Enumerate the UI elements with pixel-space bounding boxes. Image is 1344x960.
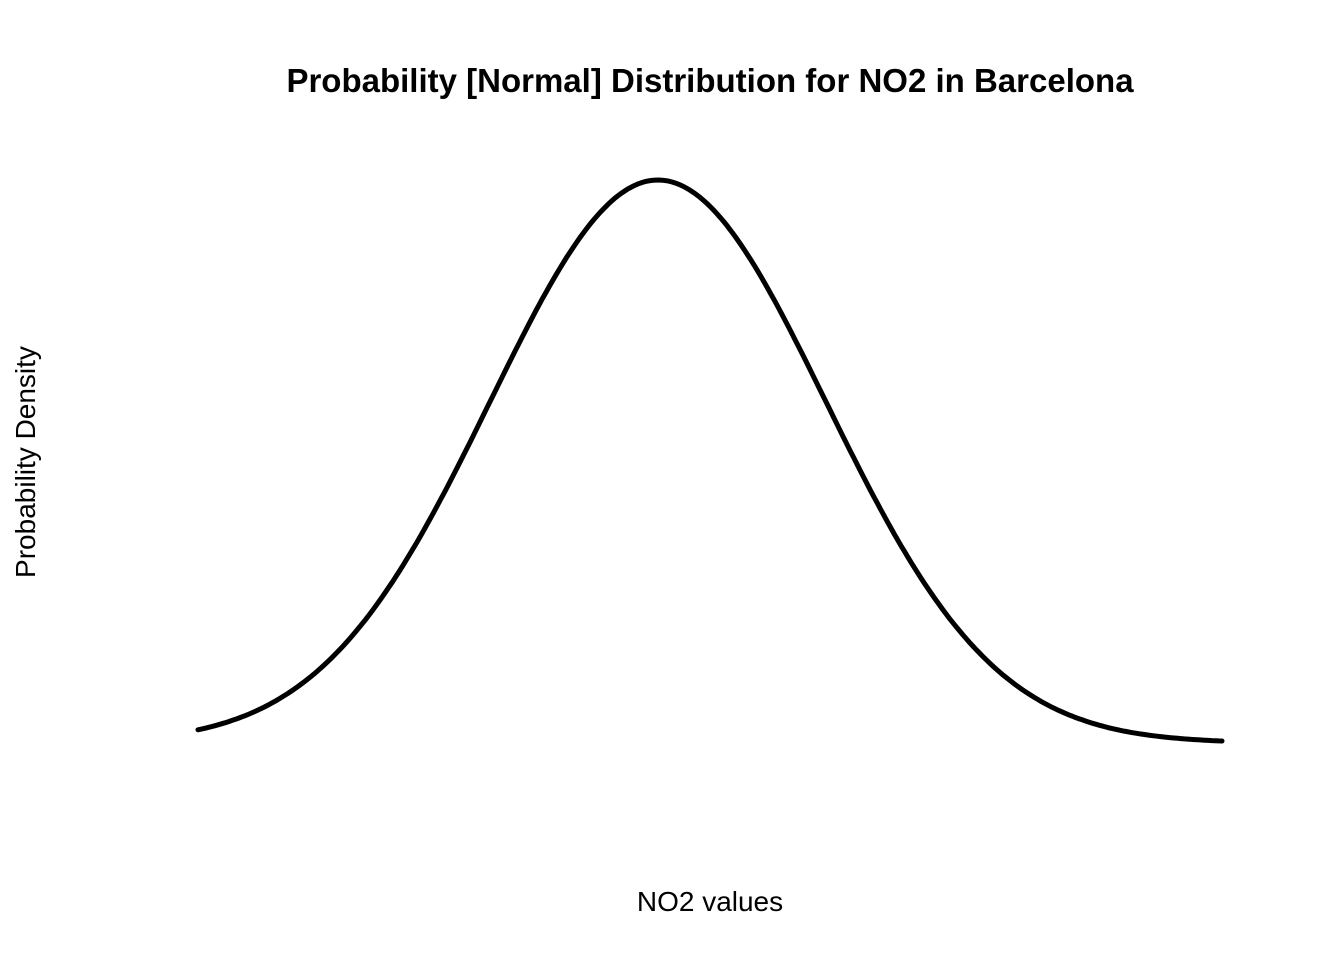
x-axis-label: NO2 values	[637, 886, 783, 917]
density-curve	[195, 177, 1225, 744]
chart-title: Probability [Normal] Distribution for NO…	[286, 62, 1134, 99]
y-axis-label: Probability Density	[10, 346, 41, 578]
